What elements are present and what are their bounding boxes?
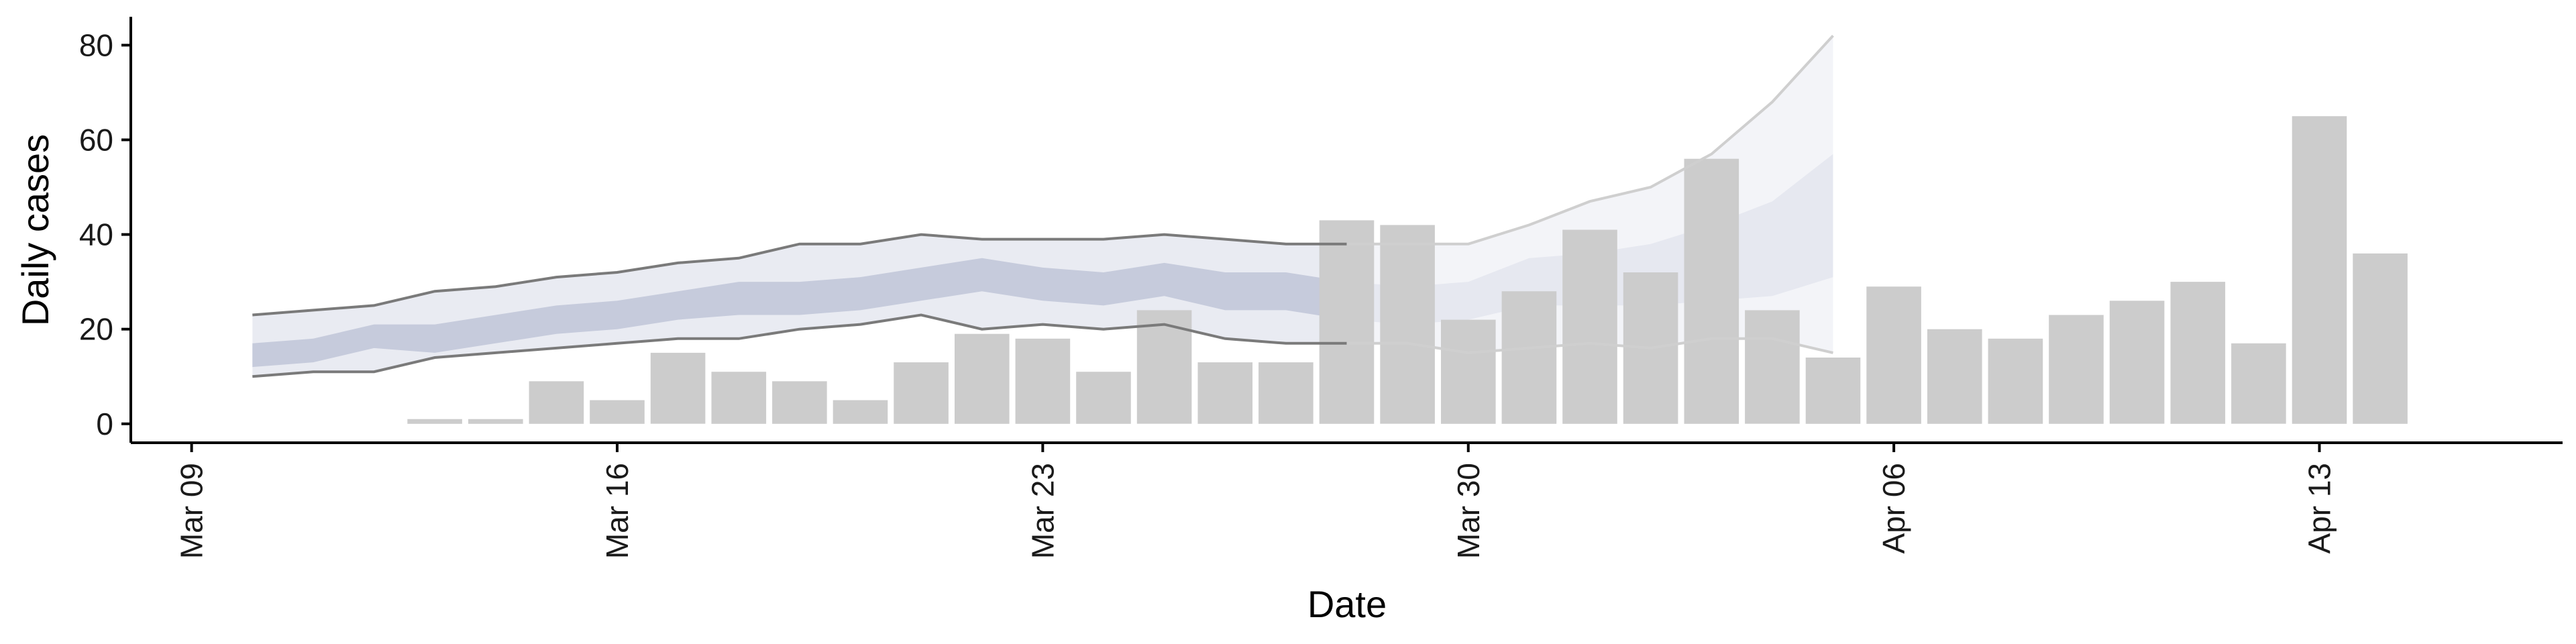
estimate-bound-lines: [252, 34, 1834, 378]
bar-2020-03-31: [1501, 291, 1557, 424]
y-tick-label-60: 60: [79, 122, 113, 157]
x-tick-label-2020-03-30: Mar 30: [1451, 463, 1486, 559]
x-tick-label-2020-04-13: Apr 13: [2302, 463, 2337, 554]
bar-2020-03-16: [590, 400, 645, 424]
bar-2020-03-13: [407, 419, 462, 424]
bar-2020-04-12: [2231, 343, 2286, 424]
y-tick-label-0: 0: [96, 407, 113, 441]
bar-2020-03-21: [894, 362, 949, 424]
x-axis-title: Date: [1307, 583, 1387, 625]
bar-2020-04-04: [1745, 310, 1800, 424]
bar-2020-04-10: [2109, 301, 2165, 424]
bar-2020-03-19: [772, 381, 827, 424]
bar-2020-03-29: [1380, 225, 1435, 424]
bar-2020-04-08: [1988, 338, 2043, 424]
bar-2020-03-14: [468, 419, 523, 424]
bar-2020-04-01: [1562, 229, 1617, 424]
bar-2020-04-14: [2353, 253, 2408, 424]
bar-2020-03-18: [711, 372, 767, 424]
bar-2020-03-24: [1076, 372, 1131, 424]
bar-2020-04-11: [2170, 282, 2226, 424]
bar-2020-03-26: [1197, 362, 1253, 424]
bar-2020-04-07: [1927, 329, 1982, 424]
bar-2020-03-22: [955, 333, 1010, 424]
bar-2020-04-13: [2292, 116, 2347, 424]
y-tick-label-80: 80: [79, 28, 113, 62]
bar-2020-03-23: [1015, 338, 1071, 424]
y-tick-label-40: 40: [79, 217, 113, 252]
upper-bound-line-projection: [1346, 34, 1834, 246]
bar-2020-03-28: [1319, 220, 1375, 424]
daily-case-bars: [407, 116, 2408, 424]
y-tick-label-20: 20: [79, 312, 113, 347]
bar-2020-04-06: [1866, 286, 1921, 424]
upper-bound-line-estimate: [252, 233, 1347, 317]
axes: 0 20 40 60 80 Mar 09 Mar 16 Mar 23 Mar 30 Apr 06 A…: [79, 17, 2563, 559]
bar-2020-03-30: [1441, 319, 1496, 424]
x-tick-label-2020-03-23: Mar 23: [1025, 463, 1060, 559]
x-tick-label-2020-03-16: Mar 16: [600, 463, 635, 559]
x-tick-label-2020-03-09: Mar 09: [174, 463, 209, 559]
band-50-estimate: [252, 258, 1347, 368]
bar-2020-03-15: [529, 381, 584, 424]
bar-2020-04-03: [1684, 158, 1739, 424]
lower-bound-line-estimate: [252, 313, 1347, 378]
bar-2020-03-17: [650, 352, 706, 424]
bar-2020-04-05: [1805, 358, 1861, 424]
y-axis-title: Daily cases: [14, 134, 56, 326]
lower-bound-line-projection: [1346, 337, 1833, 354]
bar-2020-04-09: [2049, 315, 2104, 424]
bar-2020-03-27: [1258, 362, 1313, 424]
bar-2020-03-20: [833, 400, 888, 424]
x-tick-label-2020-04-06: Apr 06: [1876, 463, 1911, 554]
